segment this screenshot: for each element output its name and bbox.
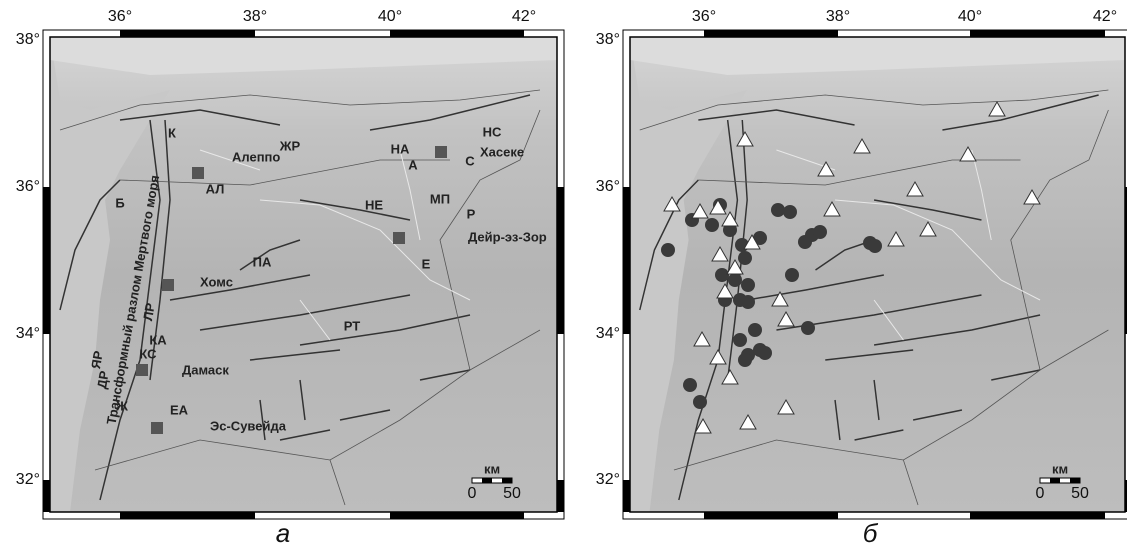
- city-marker: [192, 167, 204, 179]
- event-circle: [801, 321, 815, 335]
- event-circle: [705, 218, 719, 232]
- map-label: КС: [139, 346, 157, 361]
- frame-bar: [557, 187, 564, 334]
- frame-bar: [390, 30, 524, 37]
- frame-bar: [557, 480, 564, 512]
- frame-bar: [390, 512, 524, 519]
- map-label: Хасеке: [480, 144, 524, 159]
- map-label: АЛ: [206, 181, 225, 196]
- map-label: ЖР: [279, 138, 301, 153]
- frame-bar: [120, 512, 255, 519]
- x-tick-label: 40°: [378, 8, 402, 25]
- city-marker: [162, 279, 174, 291]
- event-circle: [785, 268, 799, 282]
- event-circle: [771, 203, 785, 217]
- scale-unit: км: [484, 461, 500, 476]
- event-circle: [738, 251, 752, 265]
- map-body: [50, 37, 557, 512]
- scale-bar-fill: [482, 478, 492, 483]
- map-panel: [630, 37, 1125, 512]
- event-circle: [693, 395, 707, 409]
- city-marker: [393, 232, 405, 244]
- event-circle: [733, 333, 747, 347]
- map-label: НС: [483, 124, 502, 139]
- map-label: ПА: [253, 254, 272, 269]
- scale-start: 0: [468, 485, 477, 502]
- frame-bar: [970, 512, 1105, 519]
- map-body: [630, 37, 1125, 512]
- panel-caption: б: [863, 518, 879, 548]
- scale-bar-fill: [1070, 478, 1080, 483]
- event-circle: [715, 268, 729, 282]
- map-label: С: [465, 153, 475, 168]
- map-label: Дейр-эз-Зор: [468, 229, 547, 244]
- map-label: КА: [149, 332, 167, 347]
- map-label: ЕА: [170, 402, 189, 417]
- event-circle: [748, 323, 762, 337]
- city-marker: [136, 364, 148, 376]
- frame-bar: [43, 480, 50, 512]
- x-tick-label: 36°: [692, 8, 716, 25]
- scale-end: 50: [1071, 485, 1089, 502]
- y-tick-label: 38°: [596, 31, 620, 48]
- city-marker: [151, 422, 163, 434]
- figure: 36° 38° 40° 42° 38° 36° 34° 32° а км 0 50 36° 38° 40° 4…: [0, 0, 1127, 551]
- y-tick-label: 38°: [16, 31, 40, 48]
- frame-bar: [120, 30, 255, 37]
- map-label: НЕ: [365, 197, 383, 212]
- map-label: Р: [467, 206, 476, 221]
- map-label: ЛР: [140, 301, 158, 321]
- scale-bar-fill: [502, 478, 512, 483]
- map-label: К: [168, 125, 176, 140]
- y-tick-label: 34°: [596, 325, 620, 342]
- x-tick-label: 42°: [1093, 8, 1117, 25]
- x-tick-label: 42°: [512, 8, 536, 25]
- event-circle: [741, 278, 755, 292]
- city-marker: [435, 146, 447, 158]
- map-label: НА: [391, 141, 410, 156]
- y-tick-label: 36°: [596, 178, 620, 195]
- frame-bar: [43, 187, 50, 334]
- x-tick-label: 38°: [826, 8, 850, 25]
- map-label: А: [408, 157, 418, 172]
- frame-bar: [623, 187, 630, 334]
- frame-bar: [623, 480, 630, 512]
- map-label: Хомс: [200, 274, 233, 289]
- map-label: Б: [115, 195, 124, 210]
- frame-bar: [970, 30, 1105, 37]
- event-circle: [728, 273, 742, 287]
- event-circle: [738, 353, 752, 367]
- x-tick-label: 36°: [108, 8, 132, 25]
- map-panel: [50, 37, 557, 512]
- map-label: Е: [422, 256, 431, 271]
- event-circle: [813, 225, 827, 239]
- map-label: МП: [430, 191, 450, 206]
- map-label: Алеппо: [232, 149, 280, 164]
- event-circle: [661, 243, 675, 257]
- x-tick-label: 40°: [958, 8, 982, 25]
- y-tick-label: 32°: [596, 471, 620, 488]
- event-circle: [868, 239, 882, 253]
- map-label: ДР: [94, 369, 112, 390]
- y-tick-label: 36°: [16, 178, 40, 195]
- x-tick-label: 38°: [243, 8, 267, 25]
- map-label: РТ: [344, 318, 360, 333]
- event-circle: [758, 346, 772, 360]
- scale-bar-fill: [1050, 478, 1060, 483]
- event-circle: [783, 205, 797, 219]
- scale-end: 50: [503, 485, 521, 502]
- event-circle: [683, 378, 697, 392]
- panel-caption: а: [276, 518, 290, 548]
- frame-bar: [704, 512, 838, 519]
- map-label: Эс-Сувейда: [210, 418, 287, 433]
- map-label: ЯР: [88, 349, 106, 370]
- scale-unit: км: [1052, 461, 1068, 476]
- map-label: Ж: [115, 398, 128, 413]
- y-tick-label: 32°: [16, 471, 40, 488]
- frame-bar: [704, 30, 838, 37]
- map-label: Дамаск: [182, 362, 229, 377]
- event-circle: [741, 295, 755, 309]
- y-tick-label: 34°: [16, 325, 40, 342]
- scale-start: 0: [1036, 485, 1045, 502]
